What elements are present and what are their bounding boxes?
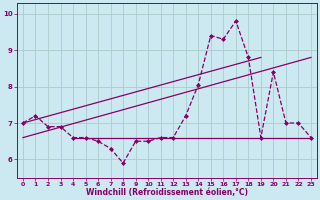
- X-axis label: Windchill (Refroidissement éolien,°C): Windchill (Refroidissement éolien,°C): [86, 188, 248, 197]
